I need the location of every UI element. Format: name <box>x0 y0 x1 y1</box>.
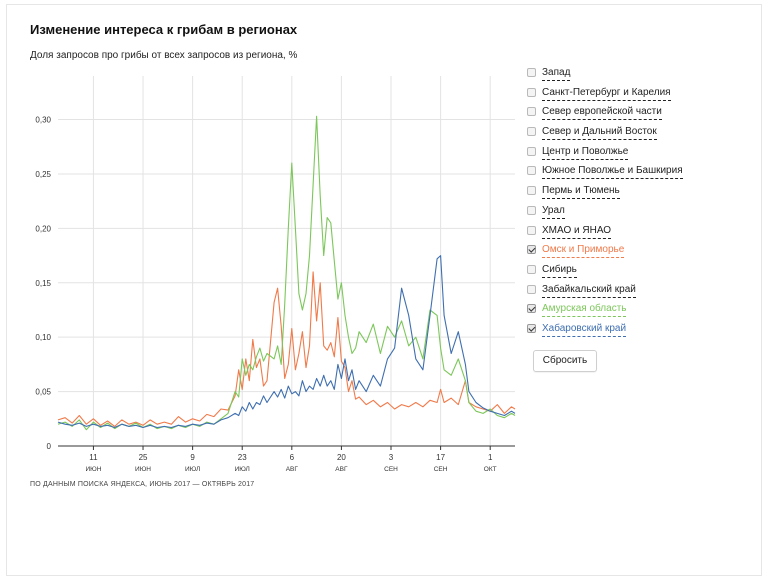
legend-label[interactable]: Сибирь <box>542 263 577 278</box>
y-tick-label: 0 <box>47 442 52 451</box>
chart-card <box>6 4 762 576</box>
legend-label[interactable]: Запад <box>542 66 571 81</box>
legend-checkbox[interactable] <box>527 186 536 196</box>
legend-item[interactable]: Север и Дальний Восток <box>527 125 727 145</box>
legend-checkbox[interactable] <box>527 264 536 274</box>
legend-label[interactable]: ХМАО и ЯНАО <box>542 224 612 239</box>
x-tick-month: ИЮН <box>135 466 151 473</box>
y-tick-label: 0,05 <box>35 388 51 397</box>
x-tick-month: ОКТ <box>484 466 497 473</box>
y-tick-label: 0,30 <box>35 116 51 125</box>
chart-subtitle: Доля запросов про грибы от всех запросов… <box>30 50 298 61</box>
x-tick-day: 20 <box>337 453 346 462</box>
x-tick-day: 11 <box>89 453 98 462</box>
legend-label[interactable]: Север и Дальний Восток <box>542 125 657 141</box>
x-tick-day: 6 <box>290 453 295 462</box>
y-tick-label: 0,10 <box>35 333 51 342</box>
legend-checkbox[interactable] <box>527 304 536 314</box>
y-tick-label: 0,15 <box>35 279 51 288</box>
series-line-1 <box>57 271 516 427</box>
x-tick-month: СЕН <box>434 466 448 473</box>
legend-checkbox[interactable] <box>527 205 536 215</box>
page-title: Изменение интереса к грибам в регионах <box>30 22 298 37</box>
legend-checkbox[interactable] <box>527 166 536 176</box>
x-tick-month: ИЮН <box>85 466 101 473</box>
series-line-3 <box>57 255 516 429</box>
legend-label[interactable]: Пермь и Тюмень <box>542 184 620 200</box>
legend-checkbox[interactable] <box>527 225 536 235</box>
legend-checkbox[interactable] <box>527 87 536 97</box>
legend-label[interactable]: Хабаровский край <box>542 322 627 337</box>
legend-label[interactable]: Урал <box>542 204 565 219</box>
x-tick-month: СЕН <box>384 466 398 473</box>
legend-item[interactable]: Сибирь <box>527 263 727 283</box>
legend-item[interactable]: Забайкальский край <box>527 283 727 303</box>
legend-checkbox[interactable] <box>527 146 536 156</box>
legend: Запад Санкт-Петербург и Карелия Север евро… <box>527 66 727 342</box>
legend-label[interactable]: Санкт-Петербург и Карелия <box>542 86 671 101</box>
legend-item[interactable]: Южное Поволжье и Башкирия <box>527 164 727 184</box>
series-line-2 <box>57 115 516 431</box>
legend-item[interactable]: Амурская область <box>527 302 727 322</box>
legend-item[interactable]: Запад <box>527 66 727 86</box>
legend-label[interactable]: Север европейской части <box>542 105 662 121</box>
x-tick-day: 17 <box>436 453 445 462</box>
x-tick-day: 25 <box>139 453 148 462</box>
legend-label[interactable]: Омск и Приморье <box>542 243 625 259</box>
legend-checkbox[interactable] <box>527 127 536 137</box>
legend-item[interactable]: Хабаровский край <box>527 322 727 342</box>
legend-item[interactable]: Омск и Приморье <box>527 243 727 263</box>
x-tick-day: 9 <box>190 453 195 462</box>
y-tick-label: 0,25 <box>35 170 51 179</box>
x-tick-day: 3 <box>389 453 394 462</box>
legend-checkbox[interactable] <box>527 68 536 77</box>
x-tick-day: 1 <box>488 453 493 462</box>
x-tick-day: 23 <box>238 453 247 462</box>
legend-item[interactable]: Центр и Поволжье <box>527 145 727 165</box>
legend-label[interactable]: Южное Поволжье и Башкирия <box>542 164 683 180</box>
legend-item[interactable]: Урал <box>527 204 727 224</box>
legend-checkbox[interactable] <box>527 107 536 117</box>
legend-label[interactable]: Забайкальский край <box>542 283 636 298</box>
reset-button[interactable]: Сбросить <box>533 350 597 372</box>
x-tick-month: АВГ <box>335 466 348 473</box>
y-tick-label: 0,20 <box>35 224 51 233</box>
legend-label[interactable]: Центр и Поволжье <box>542 145 629 160</box>
legend-checkbox[interactable] <box>527 284 536 294</box>
legend-label[interactable]: Амурская область <box>542 302 627 318</box>
legend-checkbox[interactable] <box>527 245 536 255</box>
x-tick-month: ИЮЛ <box>185 466 200 473</box>
x-tick-month: ИЮЛ <box>235 466 250 473</box>
legend-item[interactable]: Север европейской части <box>527 105 727 125</box>
legend-item[interactable]: ХМАО и ЯНАО <box>527 224 727 244</box>
source-note: ПО ДАННЫМ ПОИСКА ЯНДЕКСА, ИЮНЬ 2017 — ОК… <box>30 481 255 488</box>
legend-item[interactable]: Пермь и Тюмень <box>527 184 727 204</box>
x-tick-month: АВГ <box>286 466 299 473</box>
legend-checkbox[interactable] <box>527 323 536 333</box>
legend-item[interactable]: Санкт-Петербург и Карелия <box>527 86 727 106</box>
